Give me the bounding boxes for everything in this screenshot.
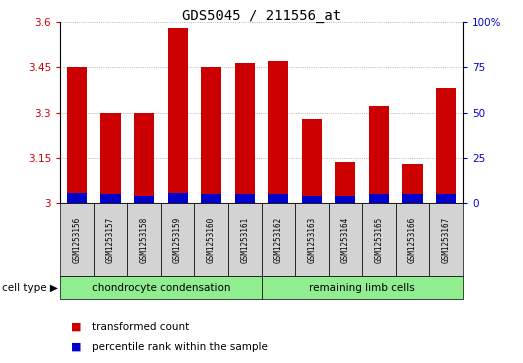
Text: GSM1253157: GSM1253157 (106, 216, 115, 263)
Bar (100, 194, 120, 203)
Text: ■: ■ (71, 342, 81, 352)
Bar (201, 67, 221, 203)
Text: ■: ■ (71, 322, 81, 332)
Text: GSM1253163: GSM1253163 (308, 216, 316, 263)
Bar (235, 63, 255, 203)
Bar (369, 194, 389, 203)
Text: GDS5045 / 211556_at: GDS5045 / 211556_at (182, 9, 341, 23)
Text: GSM1253159: GSM1253159 (173, 216, 182, 263)
Bar (429, 203, 463, 276)
Bar (67, 193, 87, 203)
Bar (262, 203, 295, 276)
Text: remaining limb cells: remaining limb cells (309, 283, 415, 293)
Text: cell type ▶: cell type ▶ (2, 283, 58, 293)
Bar (167, 28, 188, 203)
Bar (335, 196, 356, 203)
Bar (60, 203, 94, 276)
Bar (167, 193, 188, 203)
Text: GSM1253162: GSM1253162 (274, 216, 283, 263)
Bar (302, 119, 322, 203)
Bar (134, 113, 154, 203)
Text: percentile rank within the sample: percentile rank within the sample (92, 342, 267, 352)
Text: GSM1253167: GSM1253167 (441, 216, 451, 263)
Bar (328, 203, 362, 276)
Bar (396, 203, 429, 276)
Text: GSM1253166: GSM1253166 (408, 216, 417, 263)
Bar (335, 163, 356, 203)
Text: GSM1253160: GSM1253160 (207, 216, 215, 263)
Bar (60, 276, 262, 299)
Text: GSM1253158: GSM1253158 (140, 216, 149, 263)
Bar (228, 203, 262, 276)
Bar (268, 194, 288, 203)
Bar (302, 196, 322, 203)
Bar (403, 194, 423, 203)
Bar (362, 203, 396, 276)
Bar (369, 106, 389, 203)
Text: GSM1253156: GSM1253156 (72, 216, 82, 263)
Bar (403, 164, 423, 203)
Bar (100, 113, 120, 203)
Bar (161, 203, 195, 276)
Text: GSM1253164: GSM1253164 (341, 216, 350, 263)
Bar (436, 88, 456, 203)
Bar (134, 196, 154, 203)
Text: GSM1253161: GSM1253161 (240, 216, 249, 263)
Text: chondrocyte condensation: chondrocyte condensation (92, 283, 230, 293)
Bar (195, 203, 228, 276)
Bar (94, 203, 127, 276)
Text: transformed count: transformed count (92, 322, 189, 332)
Bar (127, 203, 161, 276)
Bar (235, 194, 255, 203)
Bar (262, 276, 463, 299)
Bar (436, 194, 456, 203)
Bar (201, 194, 221, 203)
Bar (295, 203, 328, 276)
Text: GSM1253165: GSM1253165 (374, 216, 383, 263)
Bar (67, 67, 87, 203)
Bar (268, 61, 288, 203)
